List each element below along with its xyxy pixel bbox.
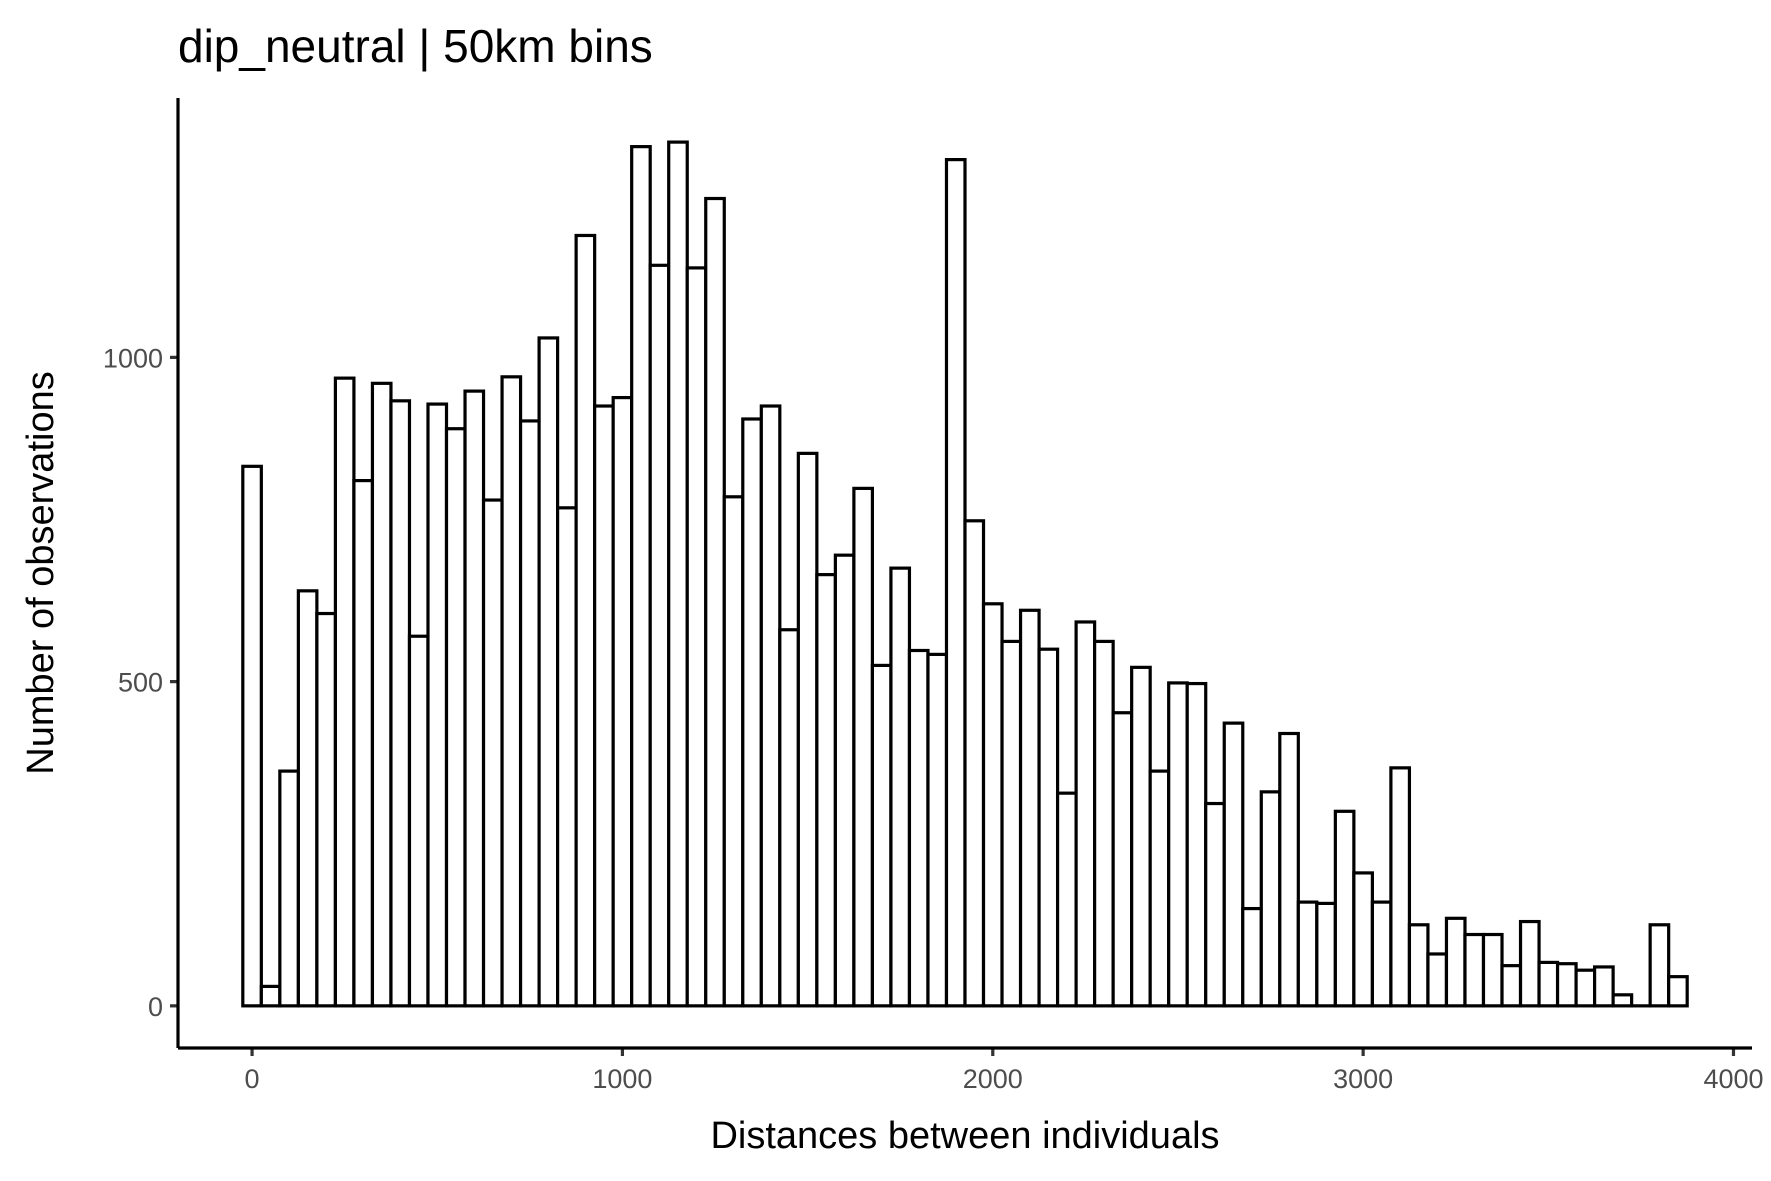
histogram-bar [1574, 968, 1597, 1008]
x-axis-ticks: 0 1000 2000 3000 4000 [245, 1048, 1764, 1094]
histogram-bar [981, 602, 1004, 1008]
histogram-bar [333, 376, 356, 1008]
histogram-bar [1185, 681, 1208, 1008]
histogram-bar [907, 648, 930, 1008]
histogram-bar [389, 399, 412, 1008]
histogram-bar [481, 498, 504, 1008]
histogram-bar [1648, 923, 1671, 1008]
histogram-bar [352, 478, 375, 1008]
y-axis-label: Number of observations [20, 371, 62, 774]
histogram-bar [463, 389, 486, 1008]
histogram-bar [741, 417, 763, 1008]
histogram-bar [1537, 960, 1560, 1008]
x-tick-label: 1000 [592, 1064, 652, 1094]
histogram-bar [518, 419, 541, 1008]
histogram-bar [1130, 665, 1152, 1008]
histogram-bar [1037, 647, 1060, 1008]
histogram-bar [796, 451, 819, 1008]
y-tick-label: 500 [118, 668, 163, 698]
histogram-bar [704, 196, 726, 1008]
y-tick-label: 0 [148, 992, 163, 1022]
x-tick-label: 4000 [1703, 1064, 1763, 1094]
histogram-bar [852, 486, 875, 1008]
histogram-bar [1018, 608, 1041, 1008]
histogram-bar [1444, 916, 1467, 1008]
histogram-bar [1000, 639, 1023, 1008]
histogram-bar [685, 266, 708, 1008]
histogram-bar [1278, 731, 1300, 1008]
histogram-bar [1481, 932, 1504, 1008]
histogram-bar [1259, 790, 1282, 1008]
histogram-bar [944, 158, 967, 1008]
histogram-bar [1241, 906, 1263, 1008]
chart-title: dip_neutral | 50km bins [178, 20, 653, 72]
histogram-bar [611, 395, 634, 1008]
histogram-bar [1370, 900, 1393, 1008]
histogram-bar [296, 589, 319, 1008]
histogram-bar [1426, 952, 1449, 1008]
histogram-bar [1315, 901, 1337, 1008]
x-axis-label: Distances between individuals [710, 1115, 1219, 1157]
y-tick-label: 1000 [103, 343, 163, 373]
histogram-bar [1148, 769, 1171, 1008]
histogram-bar [963, 519, 986, 1008]
histogram-bar [574, 233, 597, 1008]
histogram-bar [500, 375, 523, 1008]
histogram-bar [1296, 900, 1319, 1008]
histogram-bar [1055, 791, 1078, 1008]
histogram-bar [537, 336, 560, 1008]
histogram-bar [1667, 975, 1689, 1008]
histogram-bar [315, 611, 338, 1008]
histogram-bar [1407, 923, 1430, 1008]
histogram-bar [556, 506, 578, 1008]
histogram-bar [889, 566, 912, 1008]
histogram-bar [759, 404, 782, 1008]
x-tick-label: 3000 [1333, 1064, 1393, 1094]
histogram-bar [1222, 721, 1245, 1008]
histogram-bar [1555, 962, 1578, 1008]
histogram-bar [1592, 965, 1615, 1008]
histogram-bar [241, 464, 263, 1008]
histogram-bar [1518, 919, 1541, 1008]
histogram-bar [630, 145, 652, 1008]
histogram-bar [1111, 711, 1134, 1008]
histogram-bar [1463, 932, 1486, 1008]
bars-group [241, 140, 1689, 1008]
histogram-bar [370, 381, 393, 1008]
histogram-bar [648, 263, 671, 1008]
histogram-bar [870, 663, 893, 1008]
histogram-bar [426, 402, 449, 1008]
histogram-bar [1093, 639, 1115, 1008]
y-axis-ticks: 0 500 1000 [103, 343, 178, 1022]
histogram-bar [667, 140, 689, 1008]
histogram-bar [593, 404, 615, 1008]
histogram-bar [833, 553, 856, 1008]
histogram-bar [722, 495, 745, 1008]
histogram-bar [278, 769, 300, 1008]
histogram-bar [1389, 766, 1412, 1008]
histogram-bar [444, 427, 467, 1008]
histogram-bar [1167, 681, 1189, 1008]
histogram-bar [1074, 620, 1097, 1008]
histogram-bar [1352, 871, 1374, 1008]
histogram-bar [926, 652, 949, 1008]
histogram-bar [1333, 809, 1356, 1008]
histogram-bar [815, 573, 837, 1008]
histogram-bar [778, 628, 800, 1008]
x-tick-label: 0 [245, 1064, 260, 1094]
histogram-bar [259, 984, 282, 1008]
histogram-bar [1500, 964, 1523, 1008]
histogram-bar [407, 634, 430, 1008]
histogram-bar [1611, 993, 1634, 1008]
histogram-bar [1204, 801, 1226, 1008]
x-tick-label: 2000 [963, 1064, 1023, 1094]
